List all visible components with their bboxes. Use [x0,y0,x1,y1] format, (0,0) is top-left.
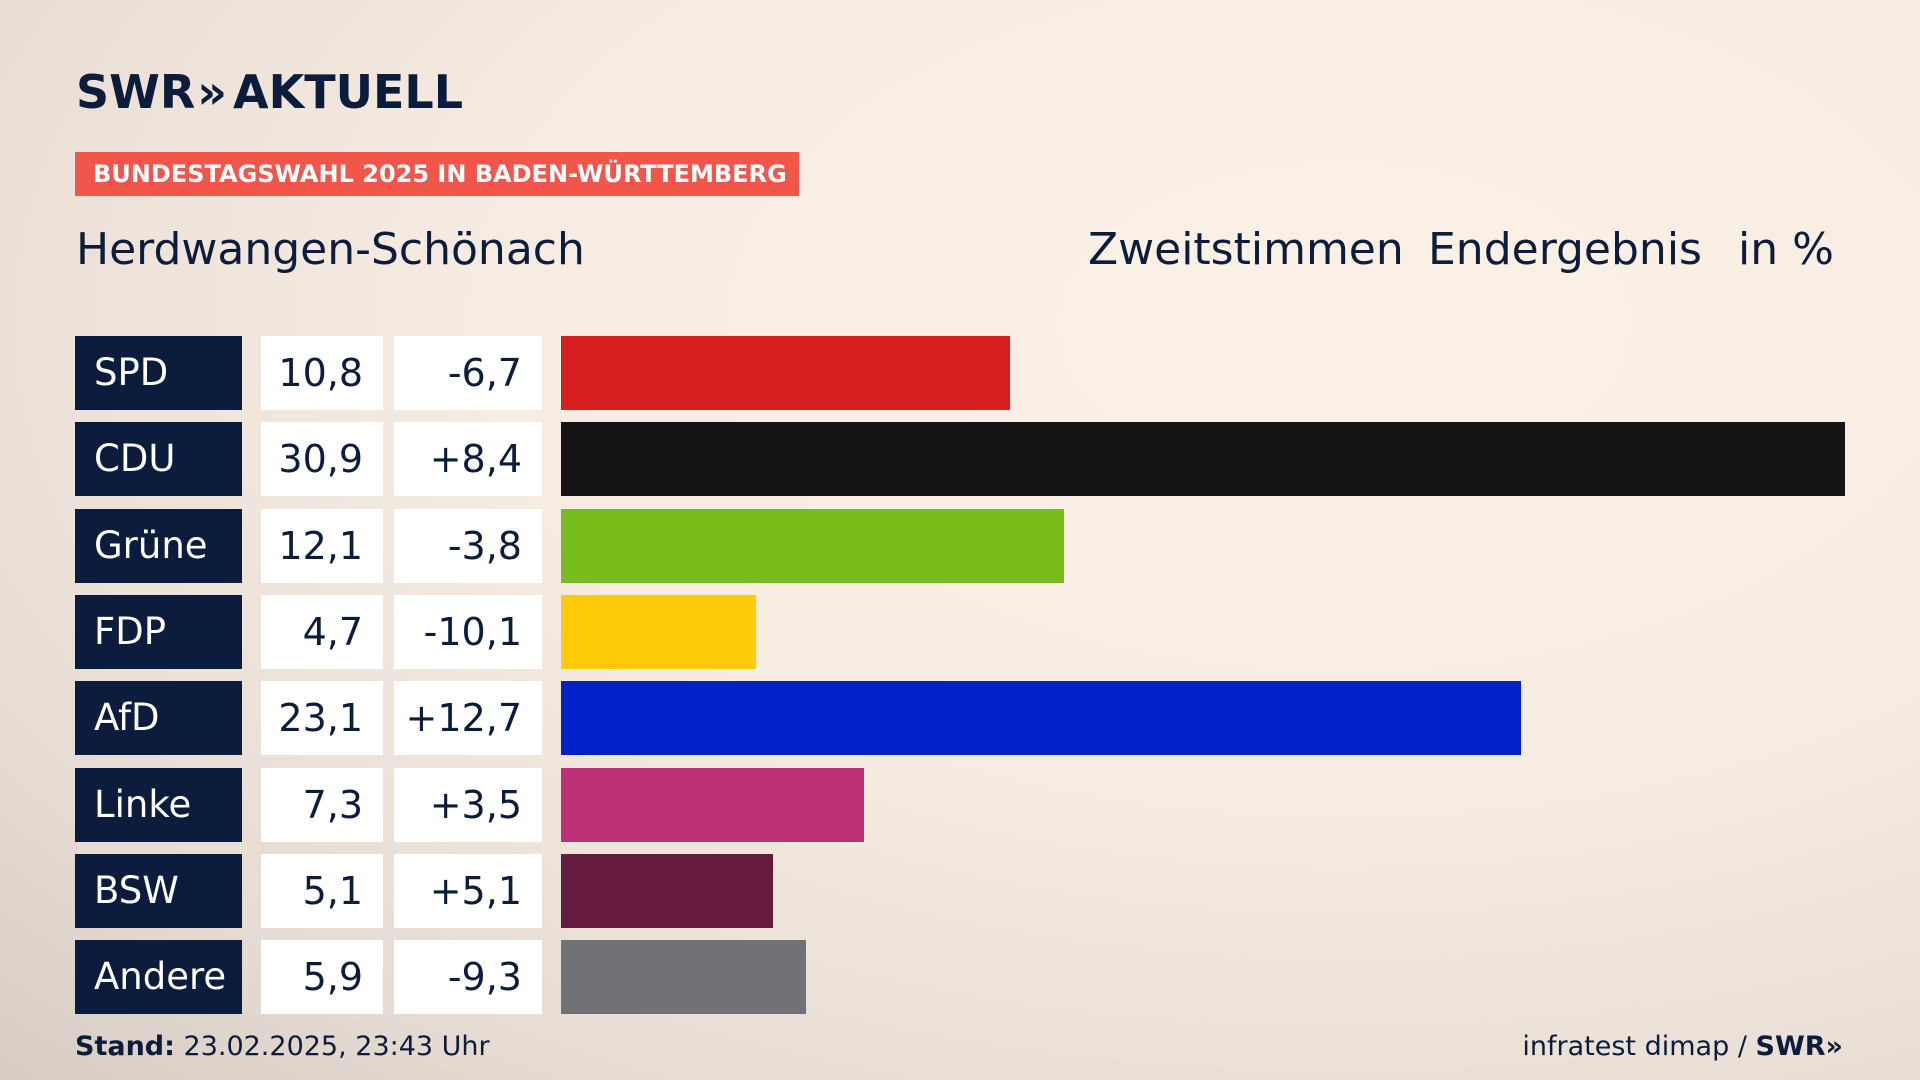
result-row: BSW 5,1 +5,1 [75,854,1845,928]
result-bar [561,940,806,1014]
percent-value: 23,1 [261,681,383,755]
result-bar [561,422,1845,496]
source-brand-text: SWR [1755,1031,1826,1062]
party-label: Linke [75,768,242,842]
result-bar [561,336,1010,410]
result-bar [561,595,756,669]
header-unit: in % [1738,224,1834,275]
percent-value: 7,3 [261,768,383,842]
place-title: Herdwangen-Schönach [76,224,585,275]
change-value: -10,1 [394,595,542,669]
change-value: -6,7 [394,336,542,410]
percent-value: 30,9 [261,422,383,496]
percent-value: 5,9 [261,940,383,1014]
party-label: Grüne [75,509,242,583]
party-label: FDP [75,595,242,669]
logo-swr: SWR [76,65,196,119]
swr-aktuell-logo: SWR» AKTUELL [76,66,463,118]
logo-aktuell: AKTUELL [233,65,464,119]
party-label: AfD [75,681,242,755]
percent-value: 12,1 [261,509,383,583]
source-brand: SWR» [1756,1031,1843,1062]
result-row: Linke 7,3 +3,5 [75,768,1845,842]
party-label: Andere [75,940,242,1014]
party-label: BSW [75,854,242,928]
percent-value: 4,7 [261,595,383,669]
change-value: +5,1 [394,854,542,928]
source-arrows-icon: » [1825,1031,1843,1062]
result-row: CDU 30,9 +8,4 [75,422,1845,496]
stand-label: Stand: [75,1031,175,1062]
change-value: -3,8 [394,509,542,583]
result-bar [561,509,1064,583]
party-label: SPD [75,336,242,410]
footer-stand: Stand: 23.02.2025, 23:43 Uhr [75,1030,490,1064]
percent-value: 10,8 [261,336,383,410]
logo-arrows-icon: » [197,65,228,119]
percent-value: 5,1 [261,854,383,928]
result-bar [561,768,864,842]
election-badge: BUNDESTAGSWAHL 2025 IN BADEN-WÜRTTEMBERG [75,152,799,196]
result-bar [561,854,773,928]
result-bar [561,681,1521,755]
result-row: Grüne 12,1 -3,8 [75,509,1845,583]
result-row: FDP 4,7 -10,1 [75,595,1845,669]
party-label: CDU [75,422,242,496]
change-value: +3,5 [394,768,542,842]
result-row: SPD 10,8 -6,7 [75,336,1845,410]
change-value: +8,4 [394,422,542,496]
header-endergebnis: Endergebnis [1428,224,1702,275]
footer-source: infratest dimap / SWR» [1522,1030,1843,1064]
change-value: -9,3 [394,940,542,1014]
source-text: infratest dimap / [1522,1031,1747,1062]
result-row: AfD 23,1 +12,7 [75,681,1845,755]
result-row: Andere 5,9 -9,3 [75,940,1845,1014]
stand-value: 23.02.2025, 23:43 Uhr [183,1031,490,1062]
change-value: +12,7 [394,681,542,755]
header-zweitstimmen: Zweitstimmen [1088,224,1404,275]
